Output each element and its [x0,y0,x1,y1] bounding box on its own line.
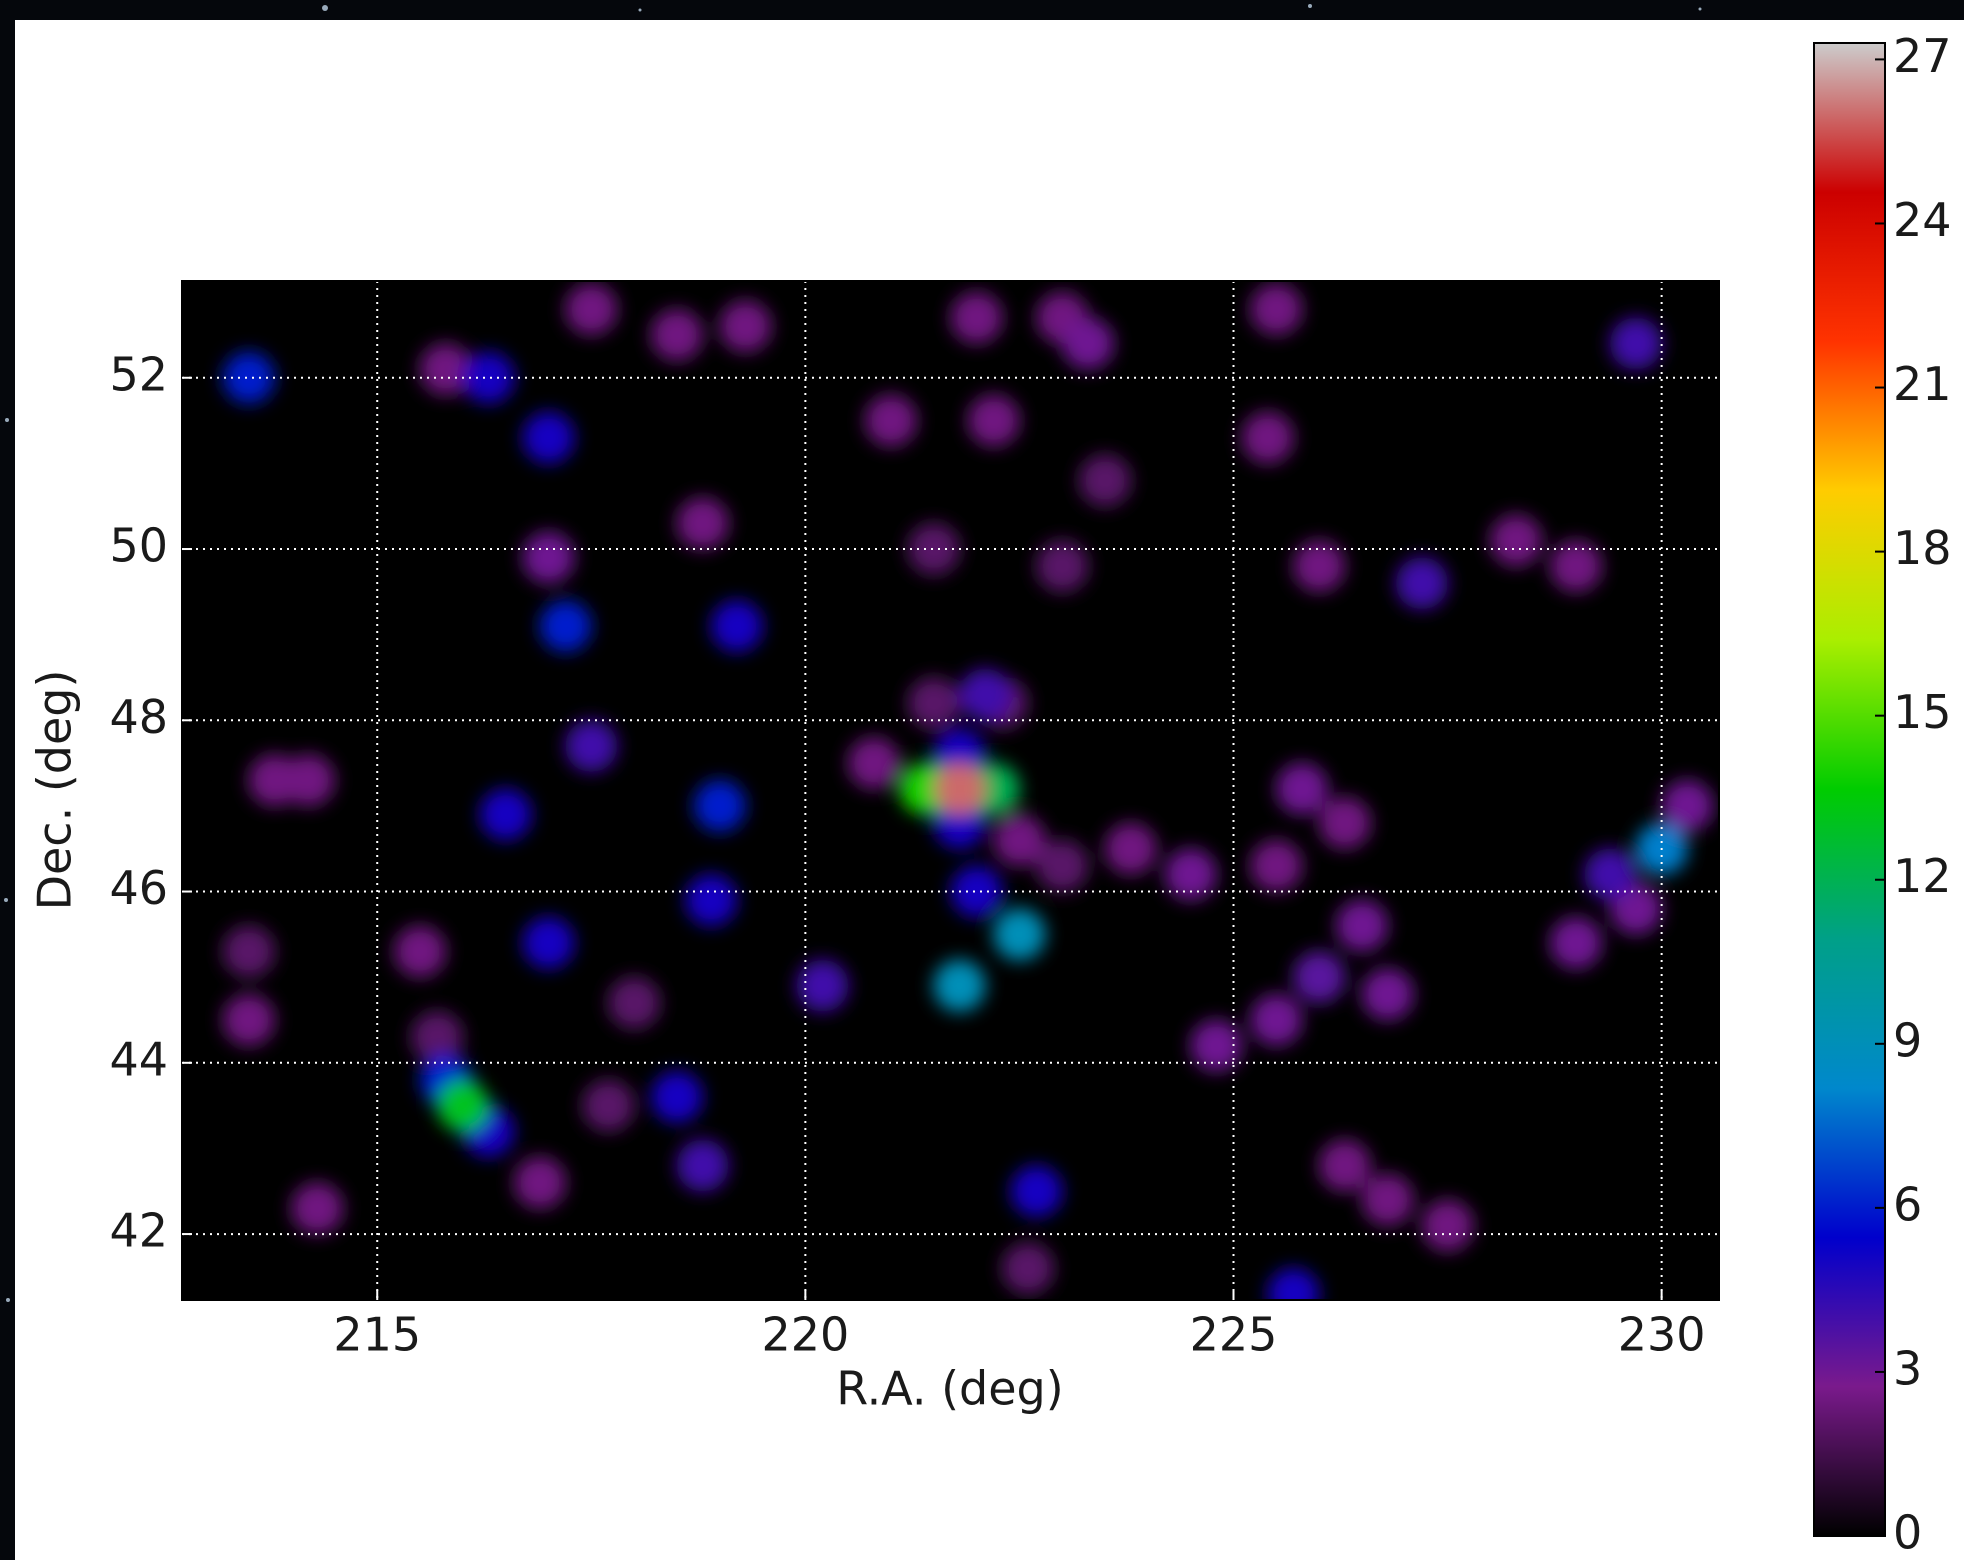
heat-cell [1293,540,1345,592]
heat-cell [582,1080,634,1132]
heat-cell [394,925,446,977]
heat-cell [480,788,532,840]
heat-cell [1062,318,1114,370]
y-tick-label: 52 [109,347,168,401]
colorbar-tick-label: 18 [1893,521,1952,575]
heat-cell [651,1071,703,1123]
page: R.A. (deg) Dec. (deg) 215 220 225 230 42 44 46… [0,0,1964,1560]
heat-cell [993,908,1045,960]
heat-cell [1396,557,1448,609]
heat-cell [1011,1165,1063,1217]
colorbar-tick-label: 6 [1893,1177,1922,1231]
heat-cell [565,720,617,772]
colorbar-tick-label: 12 [1893,849,1952,903]
heat-cell [694,780,746,832]
y-tick-label: 42 [109,1204,168,1258]
y-tick-label: 46 [109,861,168,915]
heat-cell [223,994,275,1046]
heat-cell [1002,1242,1054,1294]
heat-cell [291,1182,343,1234]
colorbar-tick-label: 0 [1893,1506,1922,1560]
heat-cell [908,677,960,729]
x-axis-label: R.A. (deg) [836,1362,1063,1416]
x-tick-label: 230 [1618,1308,1706,1362]
x-tick-label: 220 [761,1308,849,1362]
heat-cell [1550,917,1602,969]
heat-cell [1319,797,1371,849]
heat-cell [1293,951,1345,1003]
heat-cell [1319,1140,1371,1192]
colorbar [1814,43,1885,1536]
heat-cell [1276,763,1328,815]
colorbar-tick-label: 9 [1893,1013,1922,1067]
heat-cell [1250,283,1302,335]
colorbar-tick-label: 3 [1893,1341,1922,1395]
x-tick-label: 225 [1190,1308,1278,1362]
heat-cell [437,1080,489,1132]
heat-cell [1190,1020,1242,1072]
heat-cell [522,917,574,969]
heat-cell [522,412,574,464]
heat-cell [865,395,917,447]
heat-cell [1362,1174,1414,1226]
x-tick-label: 215 [333,1308,421,1362]
colorbar-tick-label: 24 [1893,193,1952,247]
heat-cell [608,977,660,1029]
heat-cell [1250,994,1302,1046]
heat-cell [951,292,1003,344]
heat-cell [1036,840,1088,892]
heat-cell [933,960,985,1012]
heat-cell [796,960,848,1012]
heat-cell [711,600,763,652]
heat-cell [1079,455,1131,507]
heat-cell [1422,1200,1474,1252]
heat-cell [1250,840,1302,892]
heat-cell [677,1140,729,1192]
heat-cell [223,925,275,977]
heat-cell [248,754,300,806]
heat-cell [1336,900,1388,952]
heat-cell [1490,514,1542,566]
heat-cell [1362,968,1414,1020]
heat-cell [411,1011,463,1063]
heat-cell [685,874,737,926]
heat-cell [933,763,985,815]
heat-cell [677,497,729,549]
heat-cell [1242,412,1294,464]
heat-cell [540,600,592,652]
colorbar-tick-label: 21 [1893,357,1952,411]
heat-cell [420,343,472,395]
y-axis-label: Dec. (deg) [28,670,82,911]
heat-cell [514,1157,566,1209]
heat-cell [1165,848,1217,900]
heat-cell [1584,848,1636,900]
colorbar-tick-label: 27 [1893,29,1952,83]
colorbar-tick-label: 15 [1893,685,1952,739]
heat-cell [968,395,1020,447]
y-tick-label: 48 [109,690,168,744]
heat-cell [848,737,900,789]
heat-cell [1550,540,1602,592]
heat-cell [1610,318,1662,370]
y-tick-label: 50 [109,519,168,573]
heat-cell [565,283,617,335]
y-tick-label: 44 [109,1032,168,1086]
heat-cell [1036,540,1088,592]
heat-cell [959,669,1011,721]
heat-cell [719,300,771,352]
heat-cell [651,309,703,361]
heat-cell [522,532,574,584]
heat-cell [1105,823,1157,875]
